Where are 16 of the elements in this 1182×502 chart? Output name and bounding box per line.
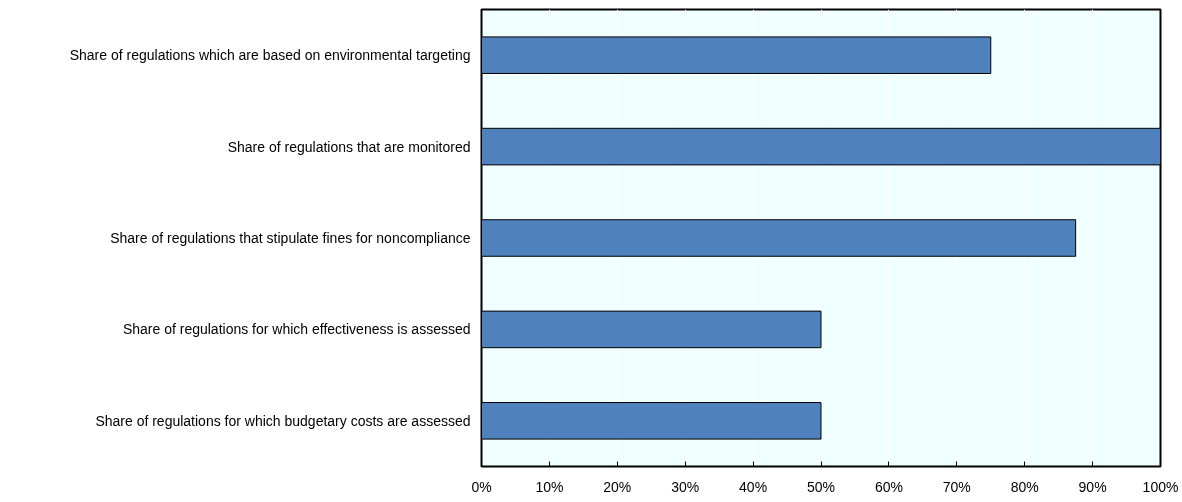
y-tick-label: Share of regulations that stipulate fines for noncompliance [110, 230, 471, 246]
x-tick-label: 40% [739, 478, 768, 495]
y-tick-label: Share of regulations which are based on environmental targeting [69, 47, 471, 64]
y-tick-label: Share of regulations for which effectiveness is assessed [122, 321, 471, 338]
y-tick-label: Share of regulations for which budgetary costs are assessed [95, 412, 471, 429]
x-tick-label: 30% [671, 478, 700, 495]
x-tick-label: 70% [942, 478, 971, 495]
x-tick-label: 20% [603, 478, 632, 495]
x-tick-label: 90% [1078, 478, 1107, 495]
x-tick-label: 100% [1142, 478, 1179, 495]
y-tick-label: Share of regulations that are monitored [227, 138, 471, 155]
x-tick-label: 80% [1010, 478, 1039, 495]
x-tick-label: 10% [535, 478, 564, 495]
x-tick-label: 60% [874, 478, 903, 495]
x-tick-label: 50% [806, 478, 836, 495]
x-tick-label: 0% [471, 478, 492, 495]
